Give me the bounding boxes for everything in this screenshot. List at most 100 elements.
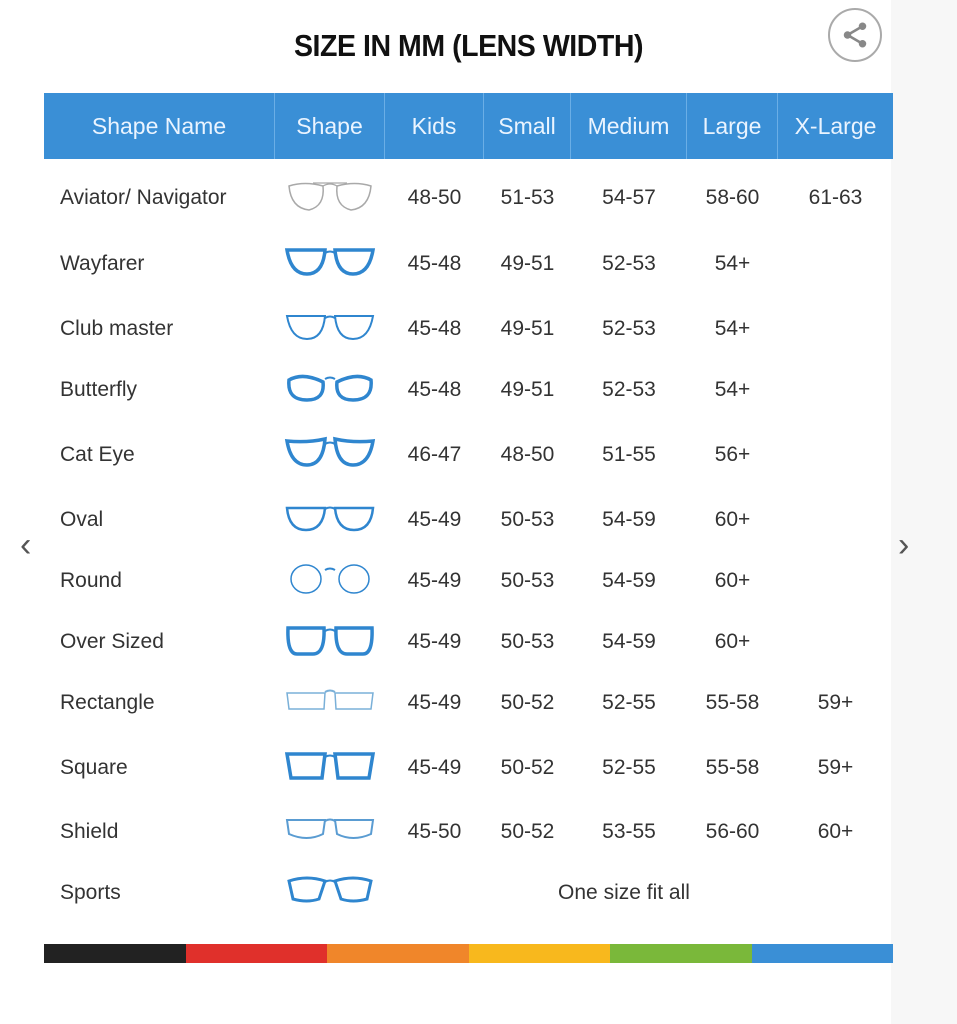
table-row: Aviator/ Navigator 48-50 51-53 54-57 58-60 61… (44, 173, 893, 223)
shape-image (275, 370, 385, 410)
glasses-cateye-icon (284, 436, 376, 467)
size-large: 55-58 (705, 691, 760, 714)
table-row: Oval 45-49 50-53 54-59 60+ (44, 495, 893, 545)
table-row: Over Sized 45-49 50-53 54-59 60+ (44, 617, 893, 667)
shape-name: Over Sized (60, 630, 164, 653)
size-large: 58-60 (705, 186, 760, 209)
size-large: 54+ (714, 252, 751, 275)
chevron-left-icon[interactable]: ‹ (20, 526, 32, 564)
size-kids: 45-50 (407, 820, 462, 843)
size-medium: 54-57 (602, 186, 656, 209)
page-title: SIZE IN MM (LENS WIDTH) (293, 28, 644, 63)
column-header-small: Small (484, 93, 571, 159)
size-kids: 45-49 (407, 508, 462, 531)
column-header-x-large: X-Large (794, 112, 877, 139)
shape-image (275, 873, 385, 913)
table-row: Wayfarer 45-48 49-51 52-53 54+ (44, 239, 893, 289)
size-medium: 52-53 (602, 378, 656, 401)
stripe-segment (751, 944, 893, 963)
table-row: Rectangle 45-49 50-52 52-55 55-58 59+ (44, 678, 893, 728)
column-header-shape-name: Shape Name (44, 93, 275, 159)
shape-name: Square (60, 756, 128, 779)
size-large: 54+ (714, 317, 751, 340)
size-large: 60+ (714, 569, 751, 592)
size-medium: 51-55 (602, 443, 656, 466)
size-small: 50-52 (500, 820, 555, 843)
stripe-segment (327, 944, 469, 963)
size-medium: 54-59 (602, 630, 656, 653)
size-medium: 54-59 (602, 508, 656, 531)
size-small: 51-53 (500, 186, 555, 209)
shape-image (275, 683, 385, 723)
glasses-aviator-icon (288, 182, 372, 211)
size-kids: 45-49 (407, 630, 462, 653)
size-medium: 52-55 (602, 756, 656, 779)
stripe-segment (610, 944, 752, 963)
shape-name: Round (60, 569, 122, 592)
size-x-large: 60+ (817, 820, 854, 843)
size-medium: 52-53 (602, 252, 656, 275)
shape-image (275, 748, 385, 788)
glasses-rectangle-icon (286, 689, 374, 710)
shape-image (275, 812, 385, 852)
table-row: Square 45-49 50-52 52-55 55-58 59+ (44, 743, 893, 793)
size-large: 55-58 (705, 756, 760, 779)
size-large: 60+ (714, 630, 751, 653)
size-small: 50-52 (500, 691, 555, 714)
glasses-clubmaster-icon (285, 315, 375, 341)
glasses-wayfarer-icon (284, 248, 376, 276)
size-kids: 45-49 (407, 569, 462, 592)
table-header: Shape Name Shape Kids Small Medium Large X-Lar… (44, 93, 893, 159)
share-button[interactable] (828, 8, 882, 62)
shape-image (275, 500, 385, 540)
shape-name: Wayfarer (60, 252, 145, 275)
size-small: 50-52 (500, 756, 555, 779)
color-stripe (44, 944, 893, 963)
share-icon (843, 22, 867, 48)
size-small: 50-53 (500, 630, 555, 653)
size-small: 49-51 (500, 252, 555, 275)
size-large: 60+ (714, 508, 751, 531)
shape-name: Cat Eye (60, 443, 135, 466)
size-large: 54+ (714, 378, 751, 401)
table-row: Cat Eye 46-47 48-50 51-55 56+ (44, 430, 893, 480)
size-x-large: 61-63 (808, 186, 863, 209)
shape-image (275, 622, 385, 662)
shape-name: Aviator/ Navigator (60, 186, 227, 209)
column-header-kids: Kids (385, 93, 484, 159)
size-medium: 54-59 (602, 569, 656, 592)
glasses-shield-icon (285, 818, 375, 839)
size-kids: 45-48 (407, 317, 462, 340)
glasses-oversized-icon (286, 626, 374, 656)
shape-name: Rectangle (60, 691, 155, 714)
glasses-oval-icon (285, 506, 375, 532)
stripe-segment (468, 944, 610, 963)
glasses-square-icon (284, 752, 376, 780)
glasses-round-icon (290, 564, 370, 594)
size-medium: 52-53 (602, 317, 656, 340)
size-medium: 53-55 (602, 820, 656, 843)
chevron-right-icon[interactable]: › (898, 526, 910, 564)
shape-image (275, 561, 385, 601)
stripe-segment (185, 944, 327, 963)
table-row: Round 45-49 50-53 54-59 60+ (44, 556, 893, 606)
size-kids: 45-48 (407, 378, 462, 401)
shape-name: Oval (60, 508, 104, 531)
size-small: 50-53 (500, 569, 555, 592)
size-small: 49-51 (500, 378, 555, 401)
glasses-sports-icon (287, 876, 373, 903)
size-small: 49-51 (500, 317, 555, 340)
table-row: Sports One size fit all (44, 868, 893, 918)
shape-name: Sports (60, 881, 121, 904)
column-header-large: Large (687, 93, 778, 159)
size-kids: 45-49 (407, 691, 462, 714)
shape-image (275, 178, 385, 218)
size-kids: 45-49 (407, 756, 462, 779)
size-small: 48-50 (500, 443, 555, 466)
size-kids: 45-48 (407, 252, 462, 275)
size-small: 50-53 (500, 508, 555, 531)
size-large: 56+ (714, 443, 751, 466)
column-header-shape: Shape (275, 93, 385, 159)
column-header-medium: Medium (571, 93, 687, 159)
size-kids: 48-50 (407, 186, 462, 209)
